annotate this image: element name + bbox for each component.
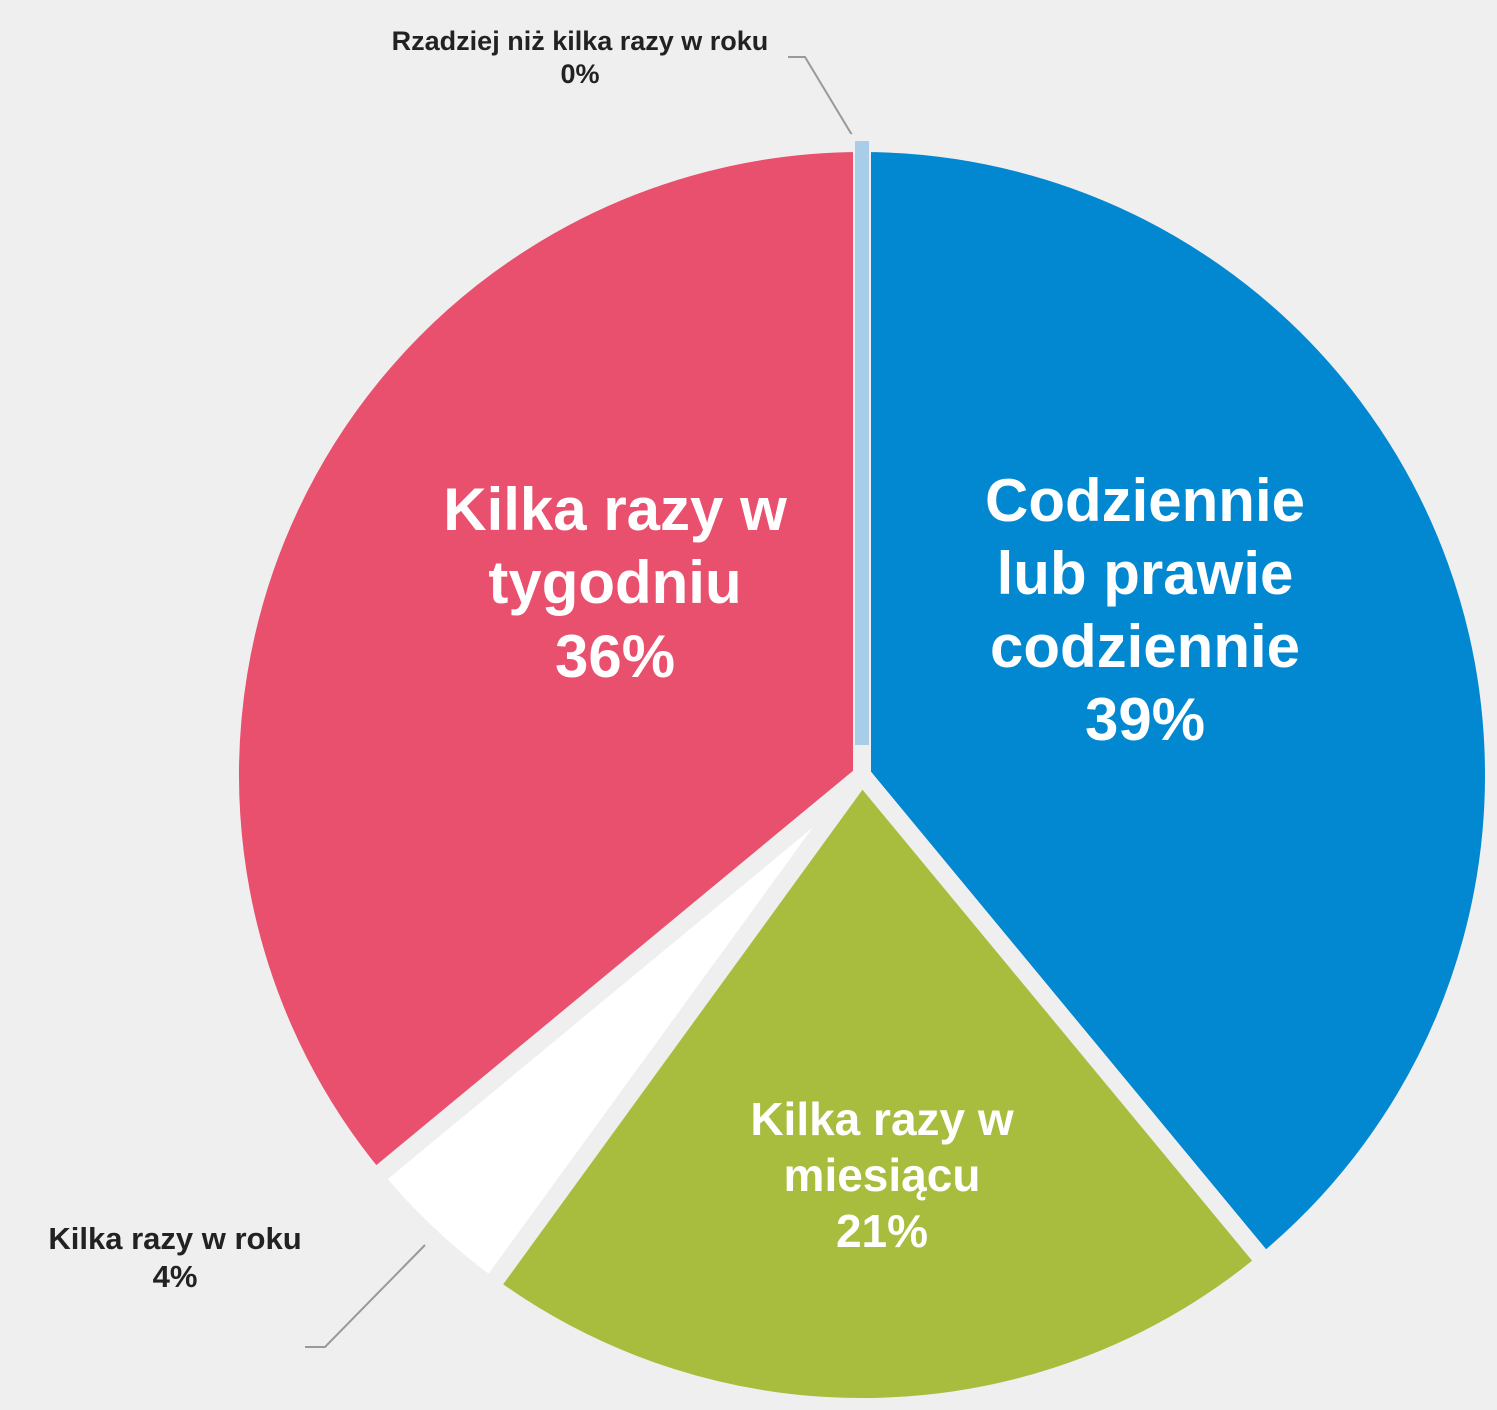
- label-box: Kilka razy w miesiącu 21%: [712, 975, 1052, 1375]
- label-text: Kilka razy w miesiącu 21%: [712, 1091, 1052, 1259]
- category-label: Codziennie lub prawie codziennie: [984, 466, 1305, 680]
- category-label: Kilka razy w roku: [48, 1221, 302, 1257]
- category-label: Kilka razy w tygodniu: [443, 476, 787, 617]
- value-label: 0%: [560, 59, 600, 89]
- label-box: Kilka razy w roku 4%: [0, 1058, 355, 1410]
- category-label: Kilka razy w miesiącu: [750, 1092, 1014, 1201]
- pie-slice: [221, 133, 871, 1191]
- leader-line: [788, 56, 856, 141]
- pie-slice: [853, 133, 1497, 1275]
- pie-slice: [477, 760, 1278, 1410]
- value-label: 4%: [152, 1259, 198, 1294]
- label-text: Rzadziej niż kilka razy w roku 0%: [392, 25, 769, 91]
- label-text: Codziennie lub prawie codziennie 39%: [935, 464, 1355, 757]
- label-box: Kilka razy w tygodniu 36%: [405, 383, 825, 783]
- label-text: Kilka razy w roku 4%: [48, 1220, 301, 1296]
- slices: [221, 133, 1497, 1410]
- label-box: Codziennie lub prawie codziennie 39%: [935, 410, 1355, 810]
- label-text: Kilka razy w tygodniu 36%: [405, 473, 825, 693]
- value-label: 36%: [554, 622, 676, 690]
- value-label: 39%: [1084, 686, 1206, 754]
- category-label: Rzadziej niż kilka razy w roku: [391, 26, 769, 57]
- label-box: Rzadziej niż kilka razy w roku 0%: [320, 0, 840, 258]
- leader-line: [305, 1244, 426, 1348]
- value-label: 21%: [835, 1205, 929, 1258]
